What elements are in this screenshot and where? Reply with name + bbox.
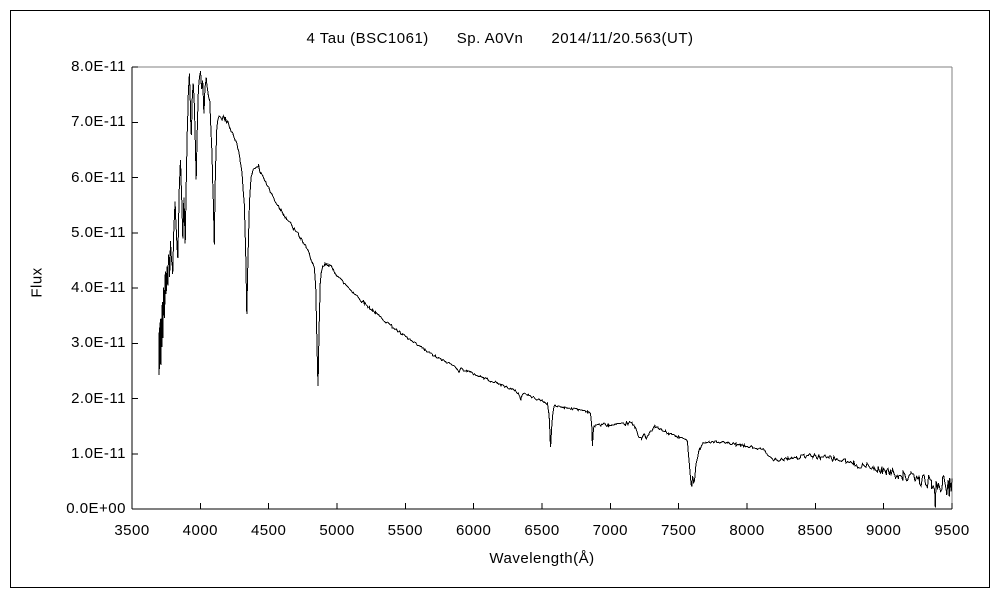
chart-title: 4 Tau (BSC1061) Sp. A0Vn 2014/11/20.563(… [306,30,694,47]
x-tick-label: 4500 [250,522,287,539]
x-tick-label: 4000 [182,522,219,539]
x-tick-label: 5000 [319,522,355,539]
x-tick-label: 8000 [729,522,765,539]
x-tick-label: 5500 [387,522,424,539]
y-tick-label: 4.0E-11 [71,279,126,296]
x-tick-label: 7500 [660,522,697,539]
x-axis-title: Wavelength(Å) [489,550,595,567]
y-tick-label: 1.0E-11 [71,444,126,462]
spectrum-line [158,71,953,508]
y-tick-label: 7.0E-11 [71,113,126,131]
x-tick-label: 9500 [934,522,970,539]
x-tick-label: 8500 [797,522,834,539]
x-tick-label: 6000 [455,522,492,539]
x-tick-label: 9000 [865,522,902,539]
y-tick-label: 6.0E-11 [71,168,126,186]
x-tick-label: 3500 [114,522,150,539]
y-tick-label: 3.0E-11 [71,334,126,352]
y-tick-label: 8.0E-11 [71,58,126,75]
x-tick-label: 6500 [524,522,560,539]
x-tick-label: 7000 [592,522,629,539]
window-border [10,10,990,588]
y-tick-label: 2.0E-11 [71,389,126,407]
y-tick-label: 0.0E+00 [66,500,126,517]
y-tick-label: 5.0E-11 [71,223,126,241]
